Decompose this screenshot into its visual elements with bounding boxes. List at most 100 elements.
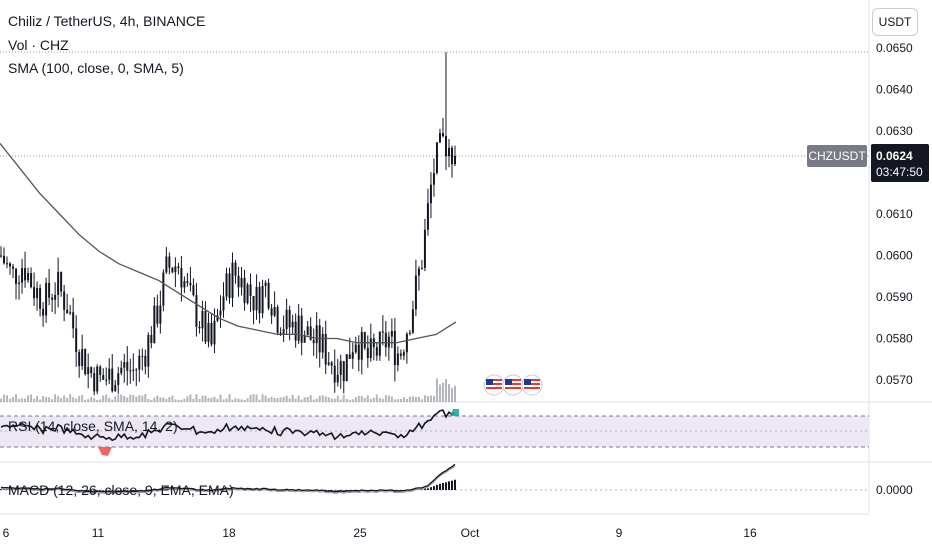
us-flag-icon[interactable] [521,374,543,396]
volume-bar [87,399,90,402]
sma-legend[interactable]: SMA (100, close, 0, SMA, 5) [8,60,184,76]
macd-histogram-bar [429,487,432,490]
candle-body [81,349,84,367]
volume-bar [96,399,99,402]
volume-bar [57,396,60,402]
volume-bar [36,396,39,402]
symbol-tag-bg [807,145,867,167]
candle-body [429,184,432,204]
price-tick-label: 0.0600 [876,249,913,263]
macd-histogram-bar [111,490,114,491]
volume-bar [279,397,282,402]
candle-body [54,294,57,300]
macd-histogram-bar [90,490,93,491]
candle-body [405,333,408,353]
time-tick-label: 25 [353,526,367,540]
candle-body [204,310,207,342]
volume-bar [189,394,192,402]
volume-bar [309,395,312,402]
macd-histogram-bar [105,490,108,491]
volume-bar [351,399,354,402]
price-tick-label: 0.0590 [876,290,913,304]
price-tick-label: 0.0580 [876,332,913,346]
volume-bar [414,396,417,402]
volume-bar [243,399,246,402]
macd-histogram-bar [120,490,123,491]
candle-body [66,309,69,314]
macd-histogram-bar [84,490,87,491]
candle-body [150,334,153,344]
currency-button[interactable]: USDT [872,8,918,36]
volume-bar [78,395,81,402]
volume-bar [297,395,300,402]
us-flag-icon[interactable] [483,374,505,396]
volume-bar [393,399,396,402]
volume-bar [363,398,366,402]
candle-body [360,332,363,360]
volume-bar [126,397,129,402]
chart-title: Chiliz / TetherUS, 4h, BINANCE [8,13,206,29]
volume-bar [339,399,342,402]
candle-body [288,309,291,328]
candle-body [51,297,54,300]
macd-histogram-bar [444,482,447,490]
candle-body [276,307,279,333]
candle-body [393,330,396,366]
volume-bar [117,394,120,402]
macd-histogram-bar [48,489,51,491]
candle-body [36,288,39,299]
macd-histogram-bar [426,488,429,490]
candle-body [414,275,417,310]
rsi-oversold-fill [98,447,112,456]
volume-bar [300,399,303,402]
volume-bar [12,397,15,402]
macd-histogram-bar [123,490,126,491]
macd-histogram-bar [435,484,438,490]
volume-bar [454,385,456,402]
volume-bar [318,395,321,402]
candle-body [192,285,195,296]
candle-body [141,355,144,357]
volume-bar [450,387,453,402]
us-flag-icon[interactable] [502,374,524,396]
volume-bar [324,396,327,402]
candle-body [363,332,366,348]
candle-body [264,282,267,286]
volume-bar [336,395,339,402]
candle-body [123,362,126,368]
macd-histogram-bar [330,490,333,491]
candle-body [24,268,27,281]
time-tick-label: 16 [743,526,757,540]
volume-bar [219,394,222,402]
symbol-tag: CHZUSDT [808,149,866,163]
candle-body [126,362,129,371]
volume-bar [258,399,261,402]
candle-body [120,367,123,374]
candle-body [396,353,399,366]
volume-bar [3,394,6,402]
macd-histogram-bar [438,483,441,490]
macd-histogram-bar [135,490,138,491]
macd-histogram-bar [78,490,81,491]
macd-histogram-bar [51,489,54,491]
candle-body [165,256,168,273]
macd-legend[interactable]: MACD (12, 26, close, 9, EMA, EMA) [8,482,234,498]
candle-body [426,203,429,230]
time-tick-label: 11 [92,526,105,540]
candle-body [330,362,333,366]
candle-body [261,285,264,314]
candle-body [63,291,66,310]
rsi-legend[interactable]: RSI (14, close, SMA, 14, 2) [8,418,178,434]
candle-body [210,322,213,345]
volume-legend[interactable]: Vol · CHZ [8,37,69,53]
candle-body [381,331,384,333]
candle-body [399,353,402,356]
candle-body [30,273,33,288]
candle-body [207,322,210,342]
candle-body [78,352,81,367]
volume-bar [348,399,351,402]
volume-bar [201,395,204,402]
volume-bar [378,398,381,402]
